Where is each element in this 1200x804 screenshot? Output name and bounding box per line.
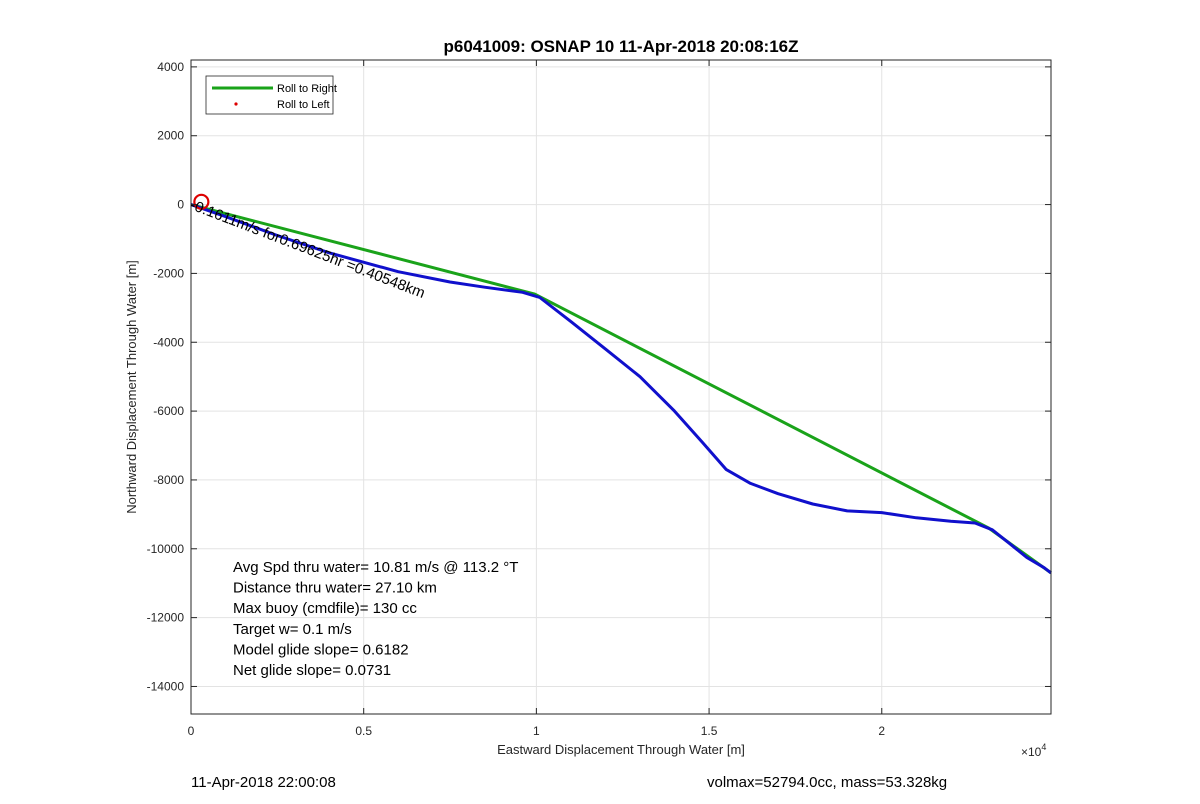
legend-label-roll-left: Roll to Left <box>277 99 330 111</box>
stats-line: Distance thru water= 27.10 km <box>233 580 437 597</box>
chart: 0 0.5 1 1.5 2 4000 2000 0 -2000 -4000 -6000 -8000 -1… <box>124 37 1052 759</box>
series-roll-to-left-marker <box>193 193 210 210</box>
footer-timestamp: 11-Apr-2018 22:00:08 <box>191 774 336 791</box>
ticks: 0 0.5 1 1.5 2 4000 2000 0 -2000 -4000 -6000 -8000 -1… <box>147 60 1051 738</box>
chart-title: p6041009: OSNAP 10 11-Apr-2018 20:08:16Z <box>444 37 799 56</box>
x-tick-label: 2 <box>878 724 885 738</box>
stats-line: Net glide slope= 0.0731 <box>233 662 391 679</box>
stats-line: Max buoy (cmdfile)= 130 cc <box>233 600 417 617</box>
y-axis-label: Northward Displacement Through Water [m] <box>124 260 139 514</box>
x-exponent-power: 4 <box>1041 742 1046 752</box>
y-tick-label: 4000 <box>157 60 184 74</box>
y-tick-label: 2000 <box>157 129 184 143</box>
y-tick-label: -2000 <box>153 266 184 280</box>
plot-frame <box>190 59 1052 715</box>
legend-label-roll-right: Roll to Right <box>277 83 337 95</box>
x-exponent: ×104 <box>1021 742 1046 759</box>
stats-line: Avg Spd thru water= 10.81 m/s @ 113.2 °T <box>233 559 518 576</box>
y-tick-label: 0 <box>177 198 184 212</box>
y-tick-label: -6000 <box>153 404 184 418</box>
y-tick-label: -12000 <box>147 611 185 625</box>
annotation-layer: -0.1611m/s for0.69625hr =0.40548km <box>188 196 428 302</box>
x-exponent-base: ×10 <box>1021 745 1042 759</box>
x-axis-label: Eastward Displacement Through Water [m] <box>497 742 745 757</box>
y-tick-label: -10000 <box>147 542 185 556</box>
series-layer <box>190 193 1052 575</box>
x-tick-label: 0.5 <box>355 724 372 738</box>
y-tick-label: -4000 <box>153 335 184 349</box>
stats-box: Avg Spd thru water= 10.81 m/s @ 113.2 °T… <box>233 559 518 679</box>
y-tick-label: -8000 <box>153 473 184 487</box>
x-tick-label: 1 <box>533 724 540 738</box>
stats-line: Target w= 0.1 m/s <box>233 621 352 638</box>
stats-line: Model glide slope= 0.6182 <box>233 641 409 658</box>
grid <box>191 60 1051 714</box>
legend: Roll to Right Roll to Left <box>205 75 337 115</box>
legend-box <box>205 75 334 115</box>
x-tick-label: 0 <box>188 724 195 738</box>
y-tick-label: -14000 <box>147 679 185 693</box>
footer-volmax-mass: volmax=52794.0cc, mass=53.328kg <box>707 774 948 791</box>
legend-swatch-roll-left <box>234 102 238 106</box>
series-track <box>190 203 1052 575</box>
annotation-label: -0.1611m/s for0.69625hr =0.40548km <box>188 196 428 302</box>
x-tick-label: 1.5 <box>701 724 718 738</box>
